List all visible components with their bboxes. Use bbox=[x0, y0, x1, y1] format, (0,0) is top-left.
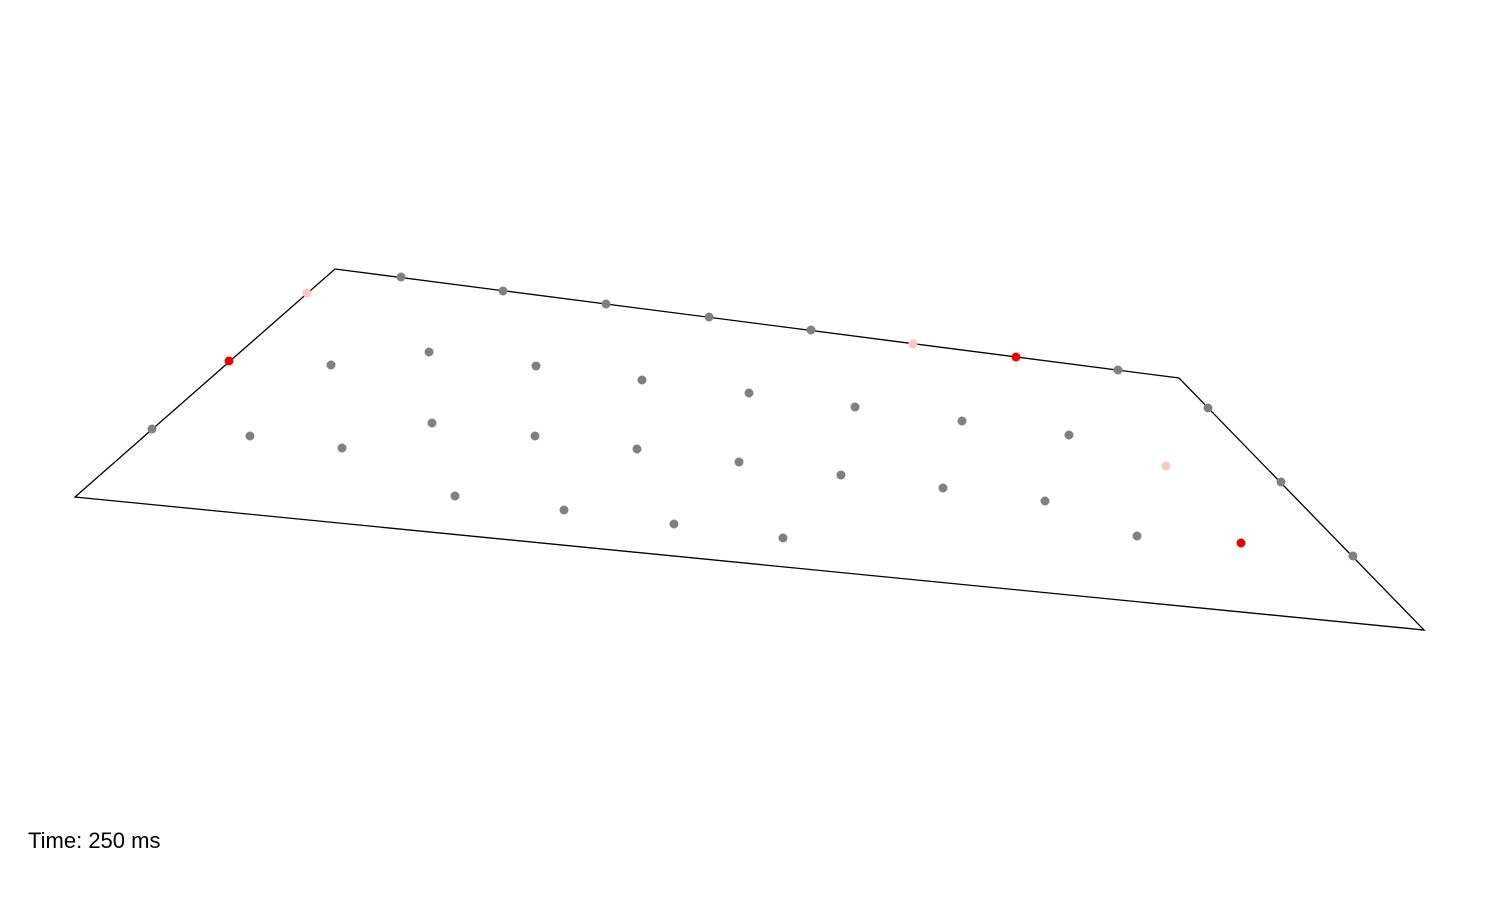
sensor-dot-inactive bbox=[957, 416, 967, 426]
sensor-dot-inactive bbox=[396, 272, 406, 282]
sensor-dot-inactive bbox=[1113, 365, 1123, 375]
time-unit: ms bbox=[131, 828, 161, 853]
sensor-dot-inactive bbox=[1348, 551, 1358, 561]
sensor-plane-outline bbox=[73, 268, 1426, 631]
time-value: 250 bbox=[88, 828, 126, 853]
sensor-dot-inactive bbox=[850, 402, 860, 412]
sensor-dot-inactive bbox=[704, 312, 714, 322]
sensor-dot-inactive bbox=[326, 360, 336, 370]
sensor-dot-inactive bbox=[632, 444, 642, 454]
sensor-dot-inactive bbox=[531, 361, 541, 371]
time-readout: Time: 250 ms bbox=[28, 828, 160, 854]
sensor-dot-active bbox=[1011, 352, 1021, 362]
sensor-dot-inactive bbox=[601, 299, 611, 309]
sensor-dot-inactive bbox=[498, 286, 508, 296]
sensor-dots bbox=[147, 272, 1358, 561]
sensor-dot-inactive bbox=[778, 533, 788, 543]
sensor-dot-inactive bbox=[637, 375, 647, 385]
sensor-dot-inactive bbox=[1040, 496, 1050, 506]
sensor-dot-inactive bbox=[530, 431, 540, 441]
sensor-dot-active bbox=[224, 356, 234, 366]
sensor-dot-inactive bbox=[245, 431, 255, 441]
sensor-dot-inactive bbox=[559, 505, 569, 515]
sensor-dot-inactive bbox=[424, 347, 434, 357]
sensor-dot-inactive bbox=[1132, 531, 1142, 541]
sensor-dot-inactive bbox=[1064, 430, 1074, 440]
sensor-dot-fading bbox=[1161, 461, 1171, 471]
sensor-dot-inactive bbox=[744, 388, 754, 398]
sensor-dot-inactive bbox=[836, 470, 846, 480]
sensor-dot-inactive bbox=[1203, 403, 1213, 413]
sensor-dot-inactive bbox=[1276, 477, 1286, 487]
sensor-dot-fading bbox=[908, 339, 918, 349]
sensor-dot-inactive bbox=[147, 424, 157, 434]
sensor-dot-inactive bbox=[337, 443, 347, 453]
sensor-dot-inactive bbox=[734, 457, 744, 467]
time-label: Time: bbox=[28, 828, 83, 853]
sensor-dot-inactive bbox=[669, 519, 679, 529]
sensor-dot-inactive bbox=[806, 325, 816, 335]
sensor-dot-inactive bbox=[938, 483, 948, 493]
sensor-dot-inactive bbox=[427, 418, 437, 428]
sensor-dot-active bbox=[1236, 538, 1246, 548]
sensor-dot-fading bbox=[302, 288, 312, 298]
sensor-dot-inactive bbox=[450, 491, 460, 501]
